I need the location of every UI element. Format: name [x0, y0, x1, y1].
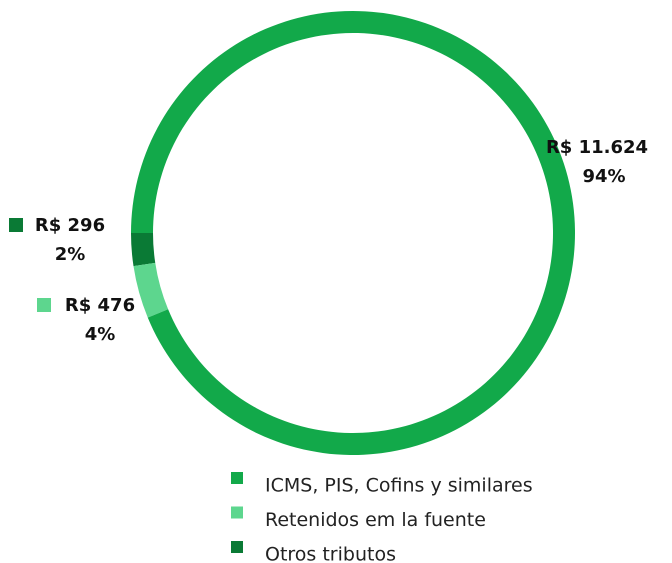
label-swatch — [37, 298, 51, 312]
donut-slice — [133, 262, 169, 318]
legend-label: Otros tributos — [265, 544, 396, 563]
percent-label: 4% — [85, 324, 116, 345]
percent-label: 2% — [55, 244, 86, 265]
legend-label: Retenidos em la fuente — [265, 509, 486, 531]
donut-slice — [131, 233, 156, 267]
value-label: R$ 296 — [35, 215, 105, 236]
label-swatch — [9, 218, 23, 232]
value-label: R$ 476 — [65, 295, 135, 316]
legend-label: ICMS, PIS, Cofins y similares — [265, 475, 533, 497]
legend-swatch — [231, 506, 243, 519]
value-label: R$ 11.624 — [546, 137, 648, 158]
legend-swatch — [231, 541, 243, 553]
legend-swatch — [231, 472, 243, 484]
donut-slice — [131, 11, 575, 456]
percent-label: 94% — [582, 166, 625, 187]
